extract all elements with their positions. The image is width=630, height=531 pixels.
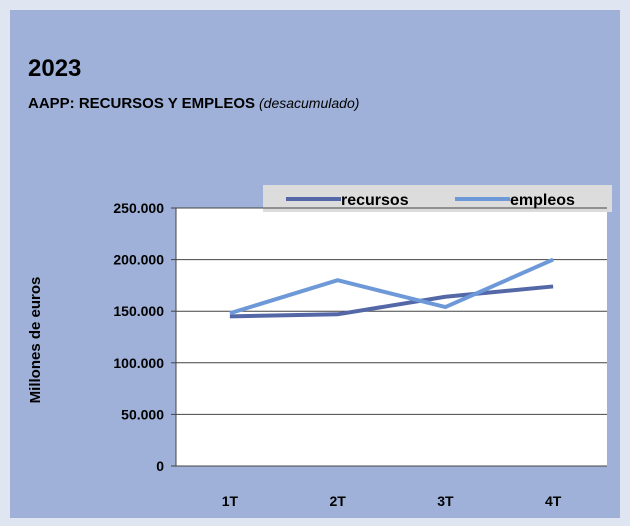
y-tick-label: 250.000 <box>113 200 164 216</box>
x-tick-label: 3T <box>437 493 454 509</box>
x-tick-label: 4T <box>545 493 562 509</box>
series-line <box>229 284 554 319</box>
y-tick-label: 0 <box>156 458 164 474</box>
x-tick-label: 2T <box>329 493 346 509</box>
legend-label: recursos <box>341 192 409 209</box>
chart-title: 2023 <box>28 55 81 82</box>
plot-area <box>176 208 607 466</box>
y-tick-label: 50.000 <box>121 406 164 422</box>
y-tick-label: 200.000 <box>113 252 164 268</box>
series-line <box>229 257 554 316</box>
legend-label: empleos <box>510 192 575 209</box>
subtitle-note: (desacumulado) <box>259 95 359 111</box>
y-axis-label: Millones de euros <box>27 277 44 404</box>
y-tick-label: 150.000 <box>113 303 164 319</box>
y-tick-label: 100.000 <box>113 355 164 371</box>
x-tick-label: 1T <box>222 493 239 509</box>
subtitle: AAPP: RECURSOS Y EMPLEOS (desacumulado) <box>28 95 359 112</box>
subtitle-main: AAPP: RECURSOS Y EMPLEOS <box>28 95 255 112</box>
